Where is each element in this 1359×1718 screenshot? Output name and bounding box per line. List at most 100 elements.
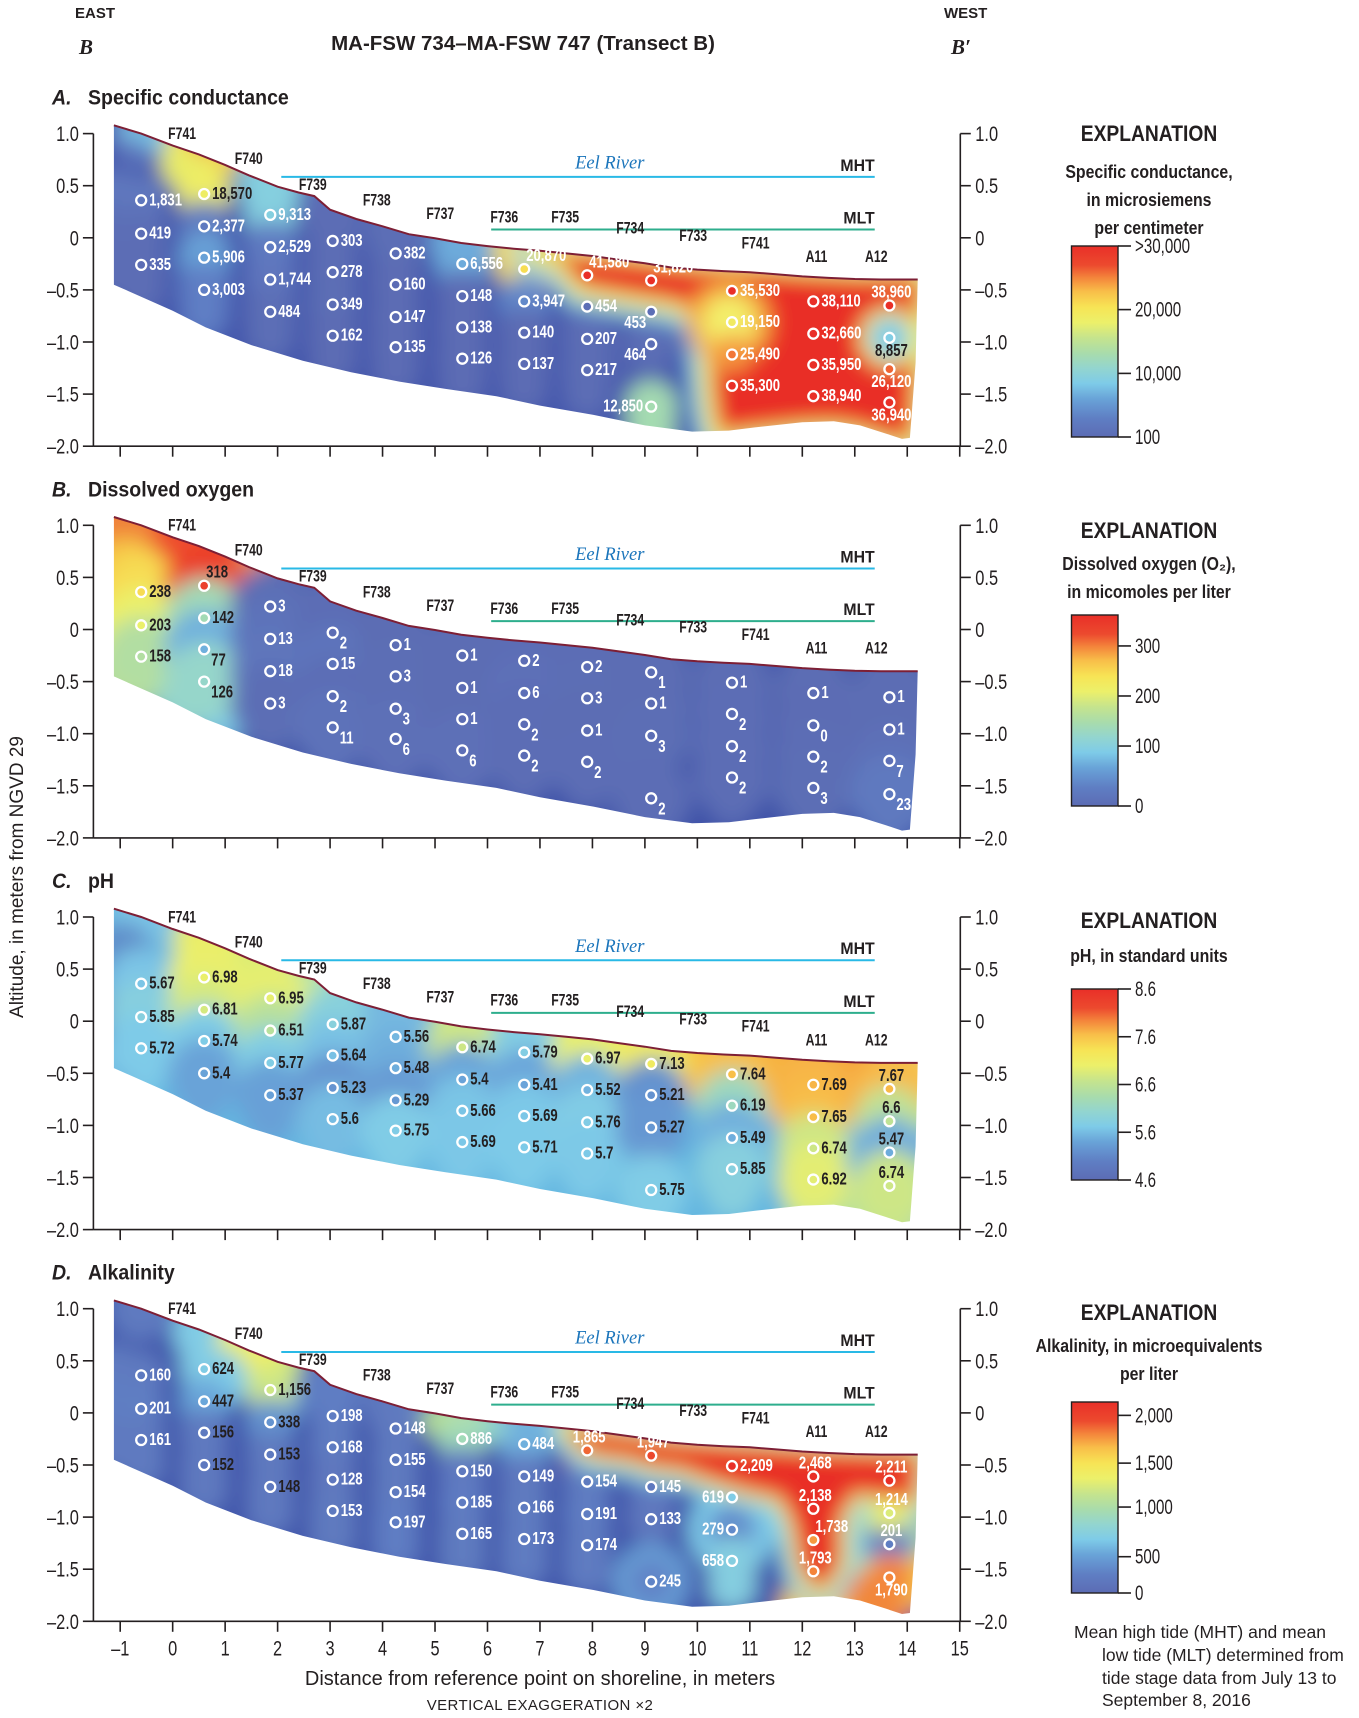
data-value: 140 <box>532 322 554 342</box>
left-tick-label: 0 <box>70 1011 79 1034</box>
data-value: 1,156 <box>278 1379 311 1399</box>
data-point <box>807 1078 820 1091</box>
data-value: 5.74 <box>212 1030 238 1050</box>
data-point <box>326 1409 339 1423</box>
data-point <box>264 208 277 222</box>
data-value: 137 <box>532 353 554 373</box>
data-value: 26,120 <box>871 371 911 391</box>
data-point <box>518 1078 531 1091</box>
data-point <box>725 348 739 361</box>
panel-D: MHT MLT Eel River F741 F740 F739 F738 F737 F736 F… <box>47 1262 1007 1661</box>
data-point <box>198 1395 211 1408</box>
data-point <box>725 707 739 721</box>
data-value: 161 <box>149 1429 171 1449</box>
data-value: 1 <box>897 686 904 706</box>
well-label: F739 <box>299 175 327 194</box>
well-label: F739 <box>299 958 327 977</box>
data-point <box>518 1501 531 1514</box>
colorbar-tick-label: 500 <box>1135 1546 1160 1569</box>
data-point <box>456 1104 469 1117</box>
data-point <box>456 352 469 365</box>
data-value: 382 <box>404 242 426 262</box>
data-value: 6 <box>532 682 539 702</box>
data-point <box>456 321 469 334</box>
data-point <box>326 626 339 639</box>
data-value: 5.85 <box>740 1158 766 1178</box>
data-value: 2 <box>594 762 601 782</box>
data-value: 1,790 <box>875 1580 908 1600</box>
data-value: 158 <box>149 646 171 666</box>
colorbar <box>1070 1401 1119 1594</box>
data-value: 156 <box>212 1422 234 1442</box>
data-point <box>807 781 820 795</box>
data-point <box>264 1089 277 1102</box>
well-label: F736 <box>490 207 518 226</box>
data-value: 2,138 <box>799 1485 832 1505</box>
data-point <box>389 670 402 683</box>
data-value: 5.48 <box>404 1057 430 1077</box>
left-tick-label: 0.5 <box>56 1350 79 1373</box>
data-point <box>389 1453 402 1466</box>
colorbar-tick-label: 4.6 <box>1135 1169 1156 1192</box>
left-tick-label: –1.5 <box>47 384 79 407</box>
right-tick-label: –1.0 <box>975 332 1007 355</box>
data-point <box>456 290 469 303</box>
data-point <box>389 732 402 746</box>
data-point <box>326 1018 339 1031</box>
data-value: 3 <box>820 788 827 808</box>
data-point <box>807 1502 820 1515</box>
data-value: 149 <box>532 1465 554 1485</box>
left-tick-label: 1.0 <box>56 907 79 930</box>
data-point <box>807 686 820 700</box>
left-tick-label: –1.5 <box>47 775 79 798</box>
data-point <box>807 1142 820 1155</box>
right-tick-label: 0.5 <box>975 1350 998 1373</box>
data-point <box>198 1458 211 1472</box>
data-value: 32,660 <box>821 323 861 343</box>
data-value: 1 <box>740 672 747 692</box>
data-point <box>456 1432 469 1446</box>
right-tick-label: –0.5 <box>975 1063 1007 1086</box>
data-point <box>135 1433 148 1447</box>
transect-end-label: B′ <box>951 35 971 59</box>
y-axis-title: Altitude, in meters from NGVD 29 <box>7 736 28 1018</box>
x-tick-label: 6 <box>483 1637 492 1660</box>
data-point <box>456 257 469 271</box>
data-point <box>518 1046 531 1059</box>
colorbar <box>1070 614 1119 807</box>
data-value: 6,556 <box>470 253 503 273</box>
data-point <box>645 1121 658 1134</box>
data-point <box>198 1003 211 1016</box>
explanation-label: Dissolved oxygen (O₂), <box>1062 554 1235 574</box>
data-value: 3 <box>595 687 602 707</box>
colorbar <box>1070 245 1119 438</box>
data-value: 419 <box>149 223 171 243</box>
data-value: 154 <box>404 1481 426 1501</box>
well-label: F737 <box>426 1379 454 1398</box>
data-value: 1,865 <box>573 1426 606 1446</box>
x-tick-label: 2 <box>273 1637 282 1660</box>
colorbar-tick-label: 200 <box>1135 685 1160 708</box>
data-point <box>725 1491 739 1504</box>
data-value: 2 <box>532 650 539 670</box>
right-tick-label: –1.0 <box>975 1115 1007 1138</box>
data-value: 160 <box>404 274 426 294</box>
explanation-label: pH, in standard units <box>1070 946 1228 966</box>
right-tick-label: 0.5 <box>975 175 998 198</box>
well-label: F734 <box>616 1002 644 1021</box>
data-point <box>883 1115 896 1128</box>
data-value: 5.72 <box>149 1037 175 1057</box>
well-label: F741 <box>742 1017 770 1036</box>
left-tick-label: –2.0 <box>47 1219 79 1242</box>
data-value: 145 <box>659 1476 681 1496</box>
data-value: 2 <box>531 756 538 776</box>
data-value: 168 <box>341 1436 363 1456</box>
data-point <box>198 675 211 688</box>
data-point <box>581 1507 594 1521</box>
data-value: 152 <box>212 1454 234 1474</box>
data-value: 197 <box>404 1511 426 1531</box>
data-value: 2,468 <box>799 1452 832 1472</box>
data-value: 1,744 <box>278 268 311 288</box>
well-label: F739 <box>299 1350 327 1369</box>
x-tick-label: 15 <box>951 1637 969 1660</box>
